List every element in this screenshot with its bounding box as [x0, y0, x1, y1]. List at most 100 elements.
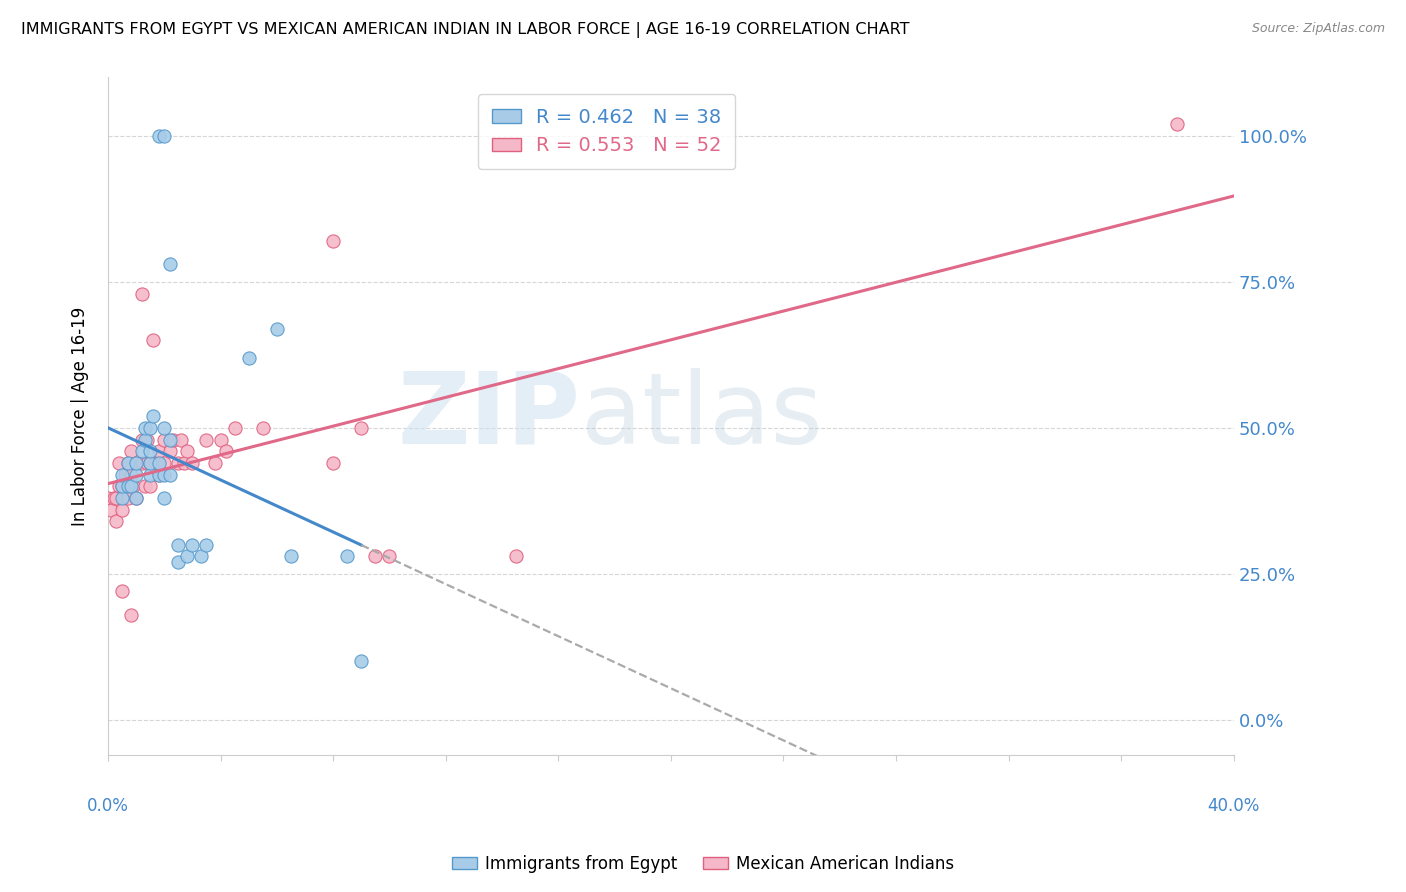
Point [162, 433, 184, 447]
Point [111, 502, 134, 516]
Point [108, 479, 131, 493]
Point [125, 491, 148, 505]
Point [117, 491, 139, 505]
Point [131, 456, 153, 470]
Point [364, 549, 387, 564]
Point [336, 549, 359, 564]
Point [139, 421, 162, 435]
Point [153, 421, 176, 435]
Point [108, 456, 131, 470]
Point [120, 607, 142, 622]
Point [125, 491, 148, 505]
Point [100, 502, 122, 516]
Point [134, 433, 156, 447]
Point [238, 351, 260, 365]
Point [159, 444, 181, 458]
Text: 40.0%: 40.0% [1208, 797, 1260, 814]
Point [117, 456, 139, 470]
Point [131, 444, 153, 458]
Point [117, 456, 139, 470]
Point [195, 538, 218, 552]
Point [136, 456, 159, 470]
Point [350, 655, 373, 669]
Point [97, 491, 120, 505]
Point [215, 444, 238, 458]
Point [111, 467, 134, 482]
Point [224, 421, 246, 435]
Point [153, 433, 176, 447]
Point [280, 549, 302, 564]
Point [195, 433, 218, 447]
Point [120, 444, 142, 458]
Point [134, 479, 156, 493]
Point [111, 491, 134, 505]
Point [136, 433, 159, 447]
Point [105, 514, 128, 528]
Point [153, 456, 176, 470]
Point [134, 421, 156, 435]
Point [131, 286, 153, 301]
Text: IMMIGRANTS FROM EGYPT VS MEXICAN AMERICAN INDIAN IN LABOR FORCE | AGE 16-19 CORR: IMMIGRANTS FROM EGYPT VS MEXICAN AMERICA… [21, 22, 910, 38]
Point [209, 433, 232, 447]
Point [190, 549, 212, 564]
Point [142, 409, 165, 424]
Point [350, 421, 373, 435]
Point [167, 555, 190, 569]
Legend: R = 0.462   N = 38, R = 0.553   N = 52: R = 0.462 N = 38, R = 0.553 N = 52 [478, 94, 735, 169]
Point [111, 479, 134, 493]
Point [505, 549, 527, 564]
Point [167, 456, 190, 470]
Point [105, 491, 128, 505]
Point [173, 456, 195, 470]
Point [139, 467, 162, 482]
Point [139, 456, 162, 470]
Point [111, 584, 134, 599]
Point [117, 479, 139, 493]
Y-axis label: In Labor Force | Age 16-19: In Labor Force | Age 16-19 [72, 307, 89, 525]
Point [139, 444, 162, 458]
Point [139, 479, 162, 493]
Point [153, 491, 176, 505]
Point [170, 433, 193, 447]
Point [148, 444, 170, 458]
Point [148, 128, 170, 143]
Text: 0.0%: 0.0% [87, 797, 129, 814]
Point [148, 467, 170, 482]
Point [322, 234, 344, 248]
Point [145, 456, 167, 470]
Point [114, 467, 136, 482]
Point [181, 538, 204, 552]
Point [125, 456, 148, 470]
Point [103, 491, 125, 505]
Point [125, 456, 148, 470]
Point [159, 433, 181, 447]
Point [120, 479, 142, 493]
Point [176, 549, 198, 564]
Text: Source: ZipAtlas.com: Source: ZipAtlas.com [1251, 22, 1385, 36]
Point [139, 456, 162, 470]
Point [125, 467, 148, 482]
Point [159, 467, 181, 482]
Point [148, 467, 170, 482]
Point [153, 467, 176, 482]
Point [167, 538, 190, 552]
Legend: Immigrants from Egypt, Mexican American Indians: Immigrants from Egypt, Mexican American … [446, 848, 960, 880]
Point [252, 421, 274, 435]
Text: ZIP: ZIP [398, 368, 581, 465]
Point [181, 456, 204, 470]
Point [378, 549, 401, 564]
Point [148, 456, 170, 470]
Point [122, 479, 145, 493]
Text: atlas: atlas [581, 368, 823, 465]
Point [176, 444, 198, 458]
Point [1166, 117, 1188, 131]
Point [120, 467, 142, 482]
Point [204, 456, 226, 470]
Point [111, 479, 134, 493]
Point [266, 321, 288, 335]
Point [142, 333, 165, 347]
Point [153, 128, 176, 143]
Point [131, 433, 153, 447]
Point [322, 456, 344, 470]
Point [159, 257, 181, 271]
